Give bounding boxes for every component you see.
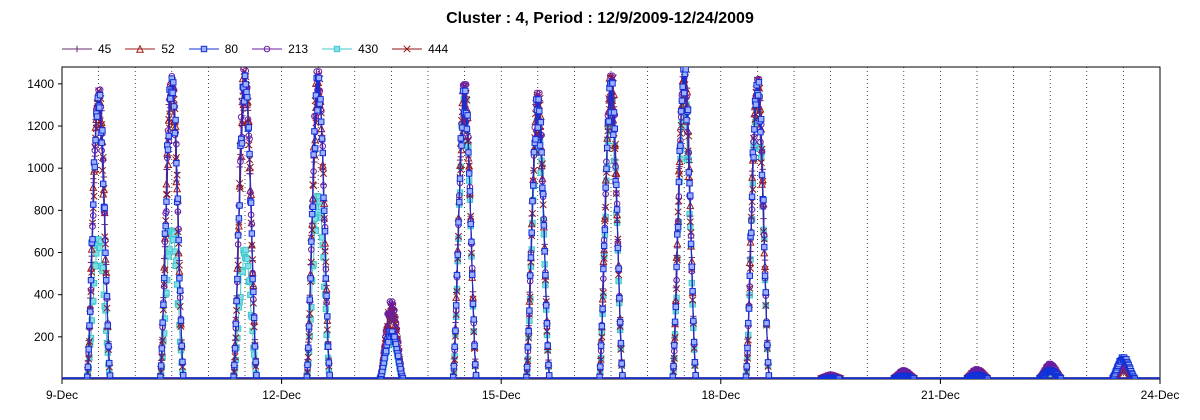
series-line-80 bbox=[62, 67, 1160, 379]
legend-item-430: 430 bbox=[322, 42, 378, 56]
legend-item-444: 444 bbox=[392, 42, 448, 56]
y-tick-label: 1000 bbox=[27, 161, 54, 175]
legend-swatch bbox=[188, 45, 219, 53]
y-tick-label: 400 bbox=[34, 288, 54, 302]
legend-swatch bbox=[322, 45, 353, 53]
legend-item-52: 52 bbox=[125, 42, 175, 56]
legend-label: 430 bbox=[358, 42, 379, 56]
y-tick-label: 1200 bbox=[27, 119, 54, 133]
x-tick-label: 12-Dec bbox=[262, 388, 301, 402]
legend-label: 213 bbox=[288, 42, 309, 56]
legend-swatch bbox=[392, 45, 423, 53]
legend-swatch bbox=[62, 45, 92, 53]
y-tick-label: 1400 bbox=[27, 77, 54, 91]
chart-title: Cluster : 4, Period : 12/9/2009-12/24/20… bbox=[446, 10, 754, 27]
x-tick-label: 18-Dec bbox=[701, 388, 740, 402]
legend-label: 80 bbox=[224, 42, 239, 56]
x-tick-label: 21-Dec bbox=[921, 388, 960, 402]
legend-item-213: 213 bbox=[252, 42, 308, 56]
x-tick-label: 24-Dec bbox=[1141, 388, 1180, 402]
series-markers-80 bbox=[83, 67, 1139, 379]
x-tick-label: 9-Dec bbox=[46, 388, 78, 402]
legend: 45 52 80 213 430 444 bbox=[62, 40, 462, 58]
legend-item-80: 80 bbox=[188, 42, 239, 56]
legend-swatch bbox=[125, 44, 156, 53]
legend-item-45: 45 bbox=[62, 42, 111, 56]
y-tick-label: 800 bbox=[34, 203, 54, 217]
x-tick-label: 15-Dec bbox=[482, 388, 521, 402]
legend-label: 444 bbox=[428, 42, 449, 56]
y-tick-label: 200 bbox=[34, 330, 54, 344]
legend-label: 52 bbox=[161, 42, 175, 56]
legend-swatch bbox=[252, 45, 283, 53]
legend-label: 45 bbox=[98, 42, 112, 56]
y-tick-label: 600 bbox=[34, 246, 54, 260]
